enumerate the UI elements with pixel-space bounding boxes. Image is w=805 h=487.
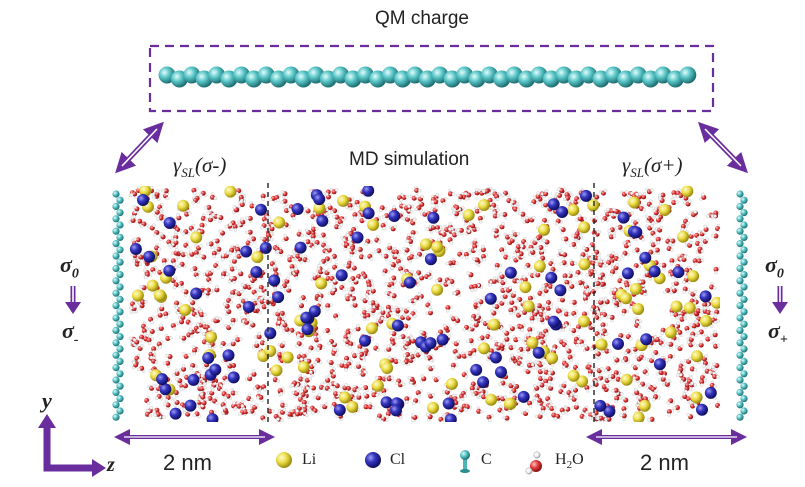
- scale-label-right: 2 nm: [640, 450, 689, 475]
- axis-z-label: z: [107, 454, 115, 476]
- legend-li-label: Li: [302, 451, 317, 468]
- li-atom-icon: [276, 452, 292, 468]
- cl-atom-icon: [365, 452, 381, 468]
- legend-h2o-label: H2O: [555, 451, 584, 471]
- qm-charge-title: QM charge: [375, 8, 469, 29]
- md-simulation-box: [128, 186, 720, 422]
- left-charge-arrow: [65, 286, 81, 314]
- gamma-left-label: γSL(σ-): [173, 153, 227, 181]
- qm-graphene-chain: [158, 66, 697, 88]
- right-link-arrow: [698, 121, 748, 174]
- md-simulation-title: MD simulation: [349, 149, 470, 170]
- c-atom-icon: [460, 450, 470, 473]
- right-sigma-final: σ+: [768, 318, 788, 348]
- axis-y-label: y: [42, 388, 52, 413]
- legend-h2o-text: H2O: [555, 451, 584, 472]
- gamma-right-label: γSL(σ+): [622, 153, 683, 181]
- water-molecule-icon: [525, 451, 542, 475]
- legend-cl-label: Cl: [390, 451, 406, 468]
- qm-charge-box: [148, 44, 715, 113]
- scale-label-left: 2 nm: [163, 450, 212, 475]
- legend-c-label: C: [481, 451, 492, 468]
- right-sigma-initial: σ0: [765, 252, 784, 282]
- left-electrode: [112, 190, 124, 421]
- coordinate-axes: [38, 414, 106, 477]
- left-sigma-initial: σ0: [60, 252, 79, 282]
- left-sigma-final: σ-: [62, 318, 79, 348]
- left-link-arrow: [115, 121, 164, 174]
- right-charge-arrow: [772, 286, 788, 314]
- right-electrode: [736, 190, 748, 421]
